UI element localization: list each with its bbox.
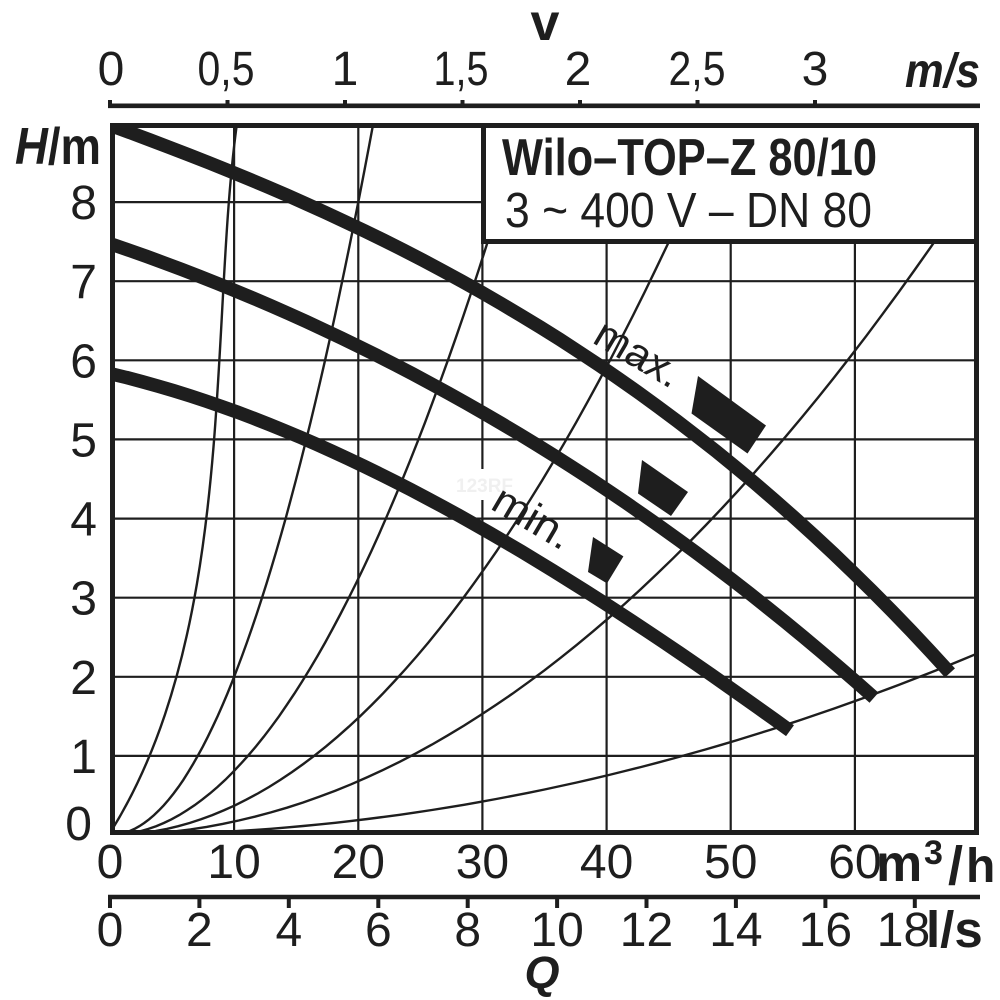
svg-text:18: 18 [877,904,930,957]
svg-text:123RF: 123RF [456,476,513,497]
svg-text:30: 30 [456,836,509,889]
svg-text:14: 14 [709,904,762,957]
svg-text:/: / [948,836,963,896]
svg-text:0: 0 [97,836,124,889]
svg-text:4: 4 [275,904,302,957]
svg-text:10: 10 [530,904,583,957]
svg-text:4: 4 [70,494,97,547]
svg-text:h: h [966,840,995,893]
svg-text:10: 10 [207,836,260,889]
svg-text:50: 50 [704,836,757,889]
svg-text:3 ~ 400 V – DN 80: 3 ~ 400 V – DN 80 [505,184,872,238]
svg-text:0,5: 0,5 [198,43,255,96]
svg-text:1: 1 [332,43,359,96]
svg-text:3: 3 [70,573,97,626]
svg-text:3: 3 [924,834,943,872]
svg-text:8: 8 [70,177,97,230]
svg-text:1,5: 1,5 [434,43,489,96]
svg-text:2,5: 2,5 [669,43,726,96]
svg-text:2: 2 [70,652,97,705]
svg-text:l/s: l/s [926,901,983,958]
svg-text:0: 0 [65,798,92,851]
svg-text:40: 40 [580,836,633,889]
svg-text:0: 0 [98,43,125,96]
svg-text:60: 60 [828,836,881,889]
svg-text:2: 2 [186,904,213,957]
svg-text:m: m [876,835,922,893]
svg-text:8: 8 [454,904,481,957]
svg-text:5: 5 [70,414,97,467]
svg-text:7: 7 [70,256,97,309]
svg-text:16: 16 [799,904,852,957]
svg-text:v: v [531,0,560,52]
svg-text:2: 2 [565,43,592,96]
svg-text:3: 3 [802,43,829,96]
svg-text:6: 6 [365,904,392,957]
svg-text:1: 1 [70,731,97,784]
svg-text:m/s: m/s [905,45,980,98]
svg-text:Q: Q [524,947,559,998]
svg-text:6: 6 [70,335,97,388]
svg-text:20: 20 [332,836,385,889]
svg-text:12: 12 [620,904,673,957]
svg-text:H/m: H/m [15,118,101,176]
svg-text:Wilo–TOP–Z 80/10: Wilo–TOP–Z 80/10 [502,129,877,187]
svg-text:0: 0 [97,904,124,957]
